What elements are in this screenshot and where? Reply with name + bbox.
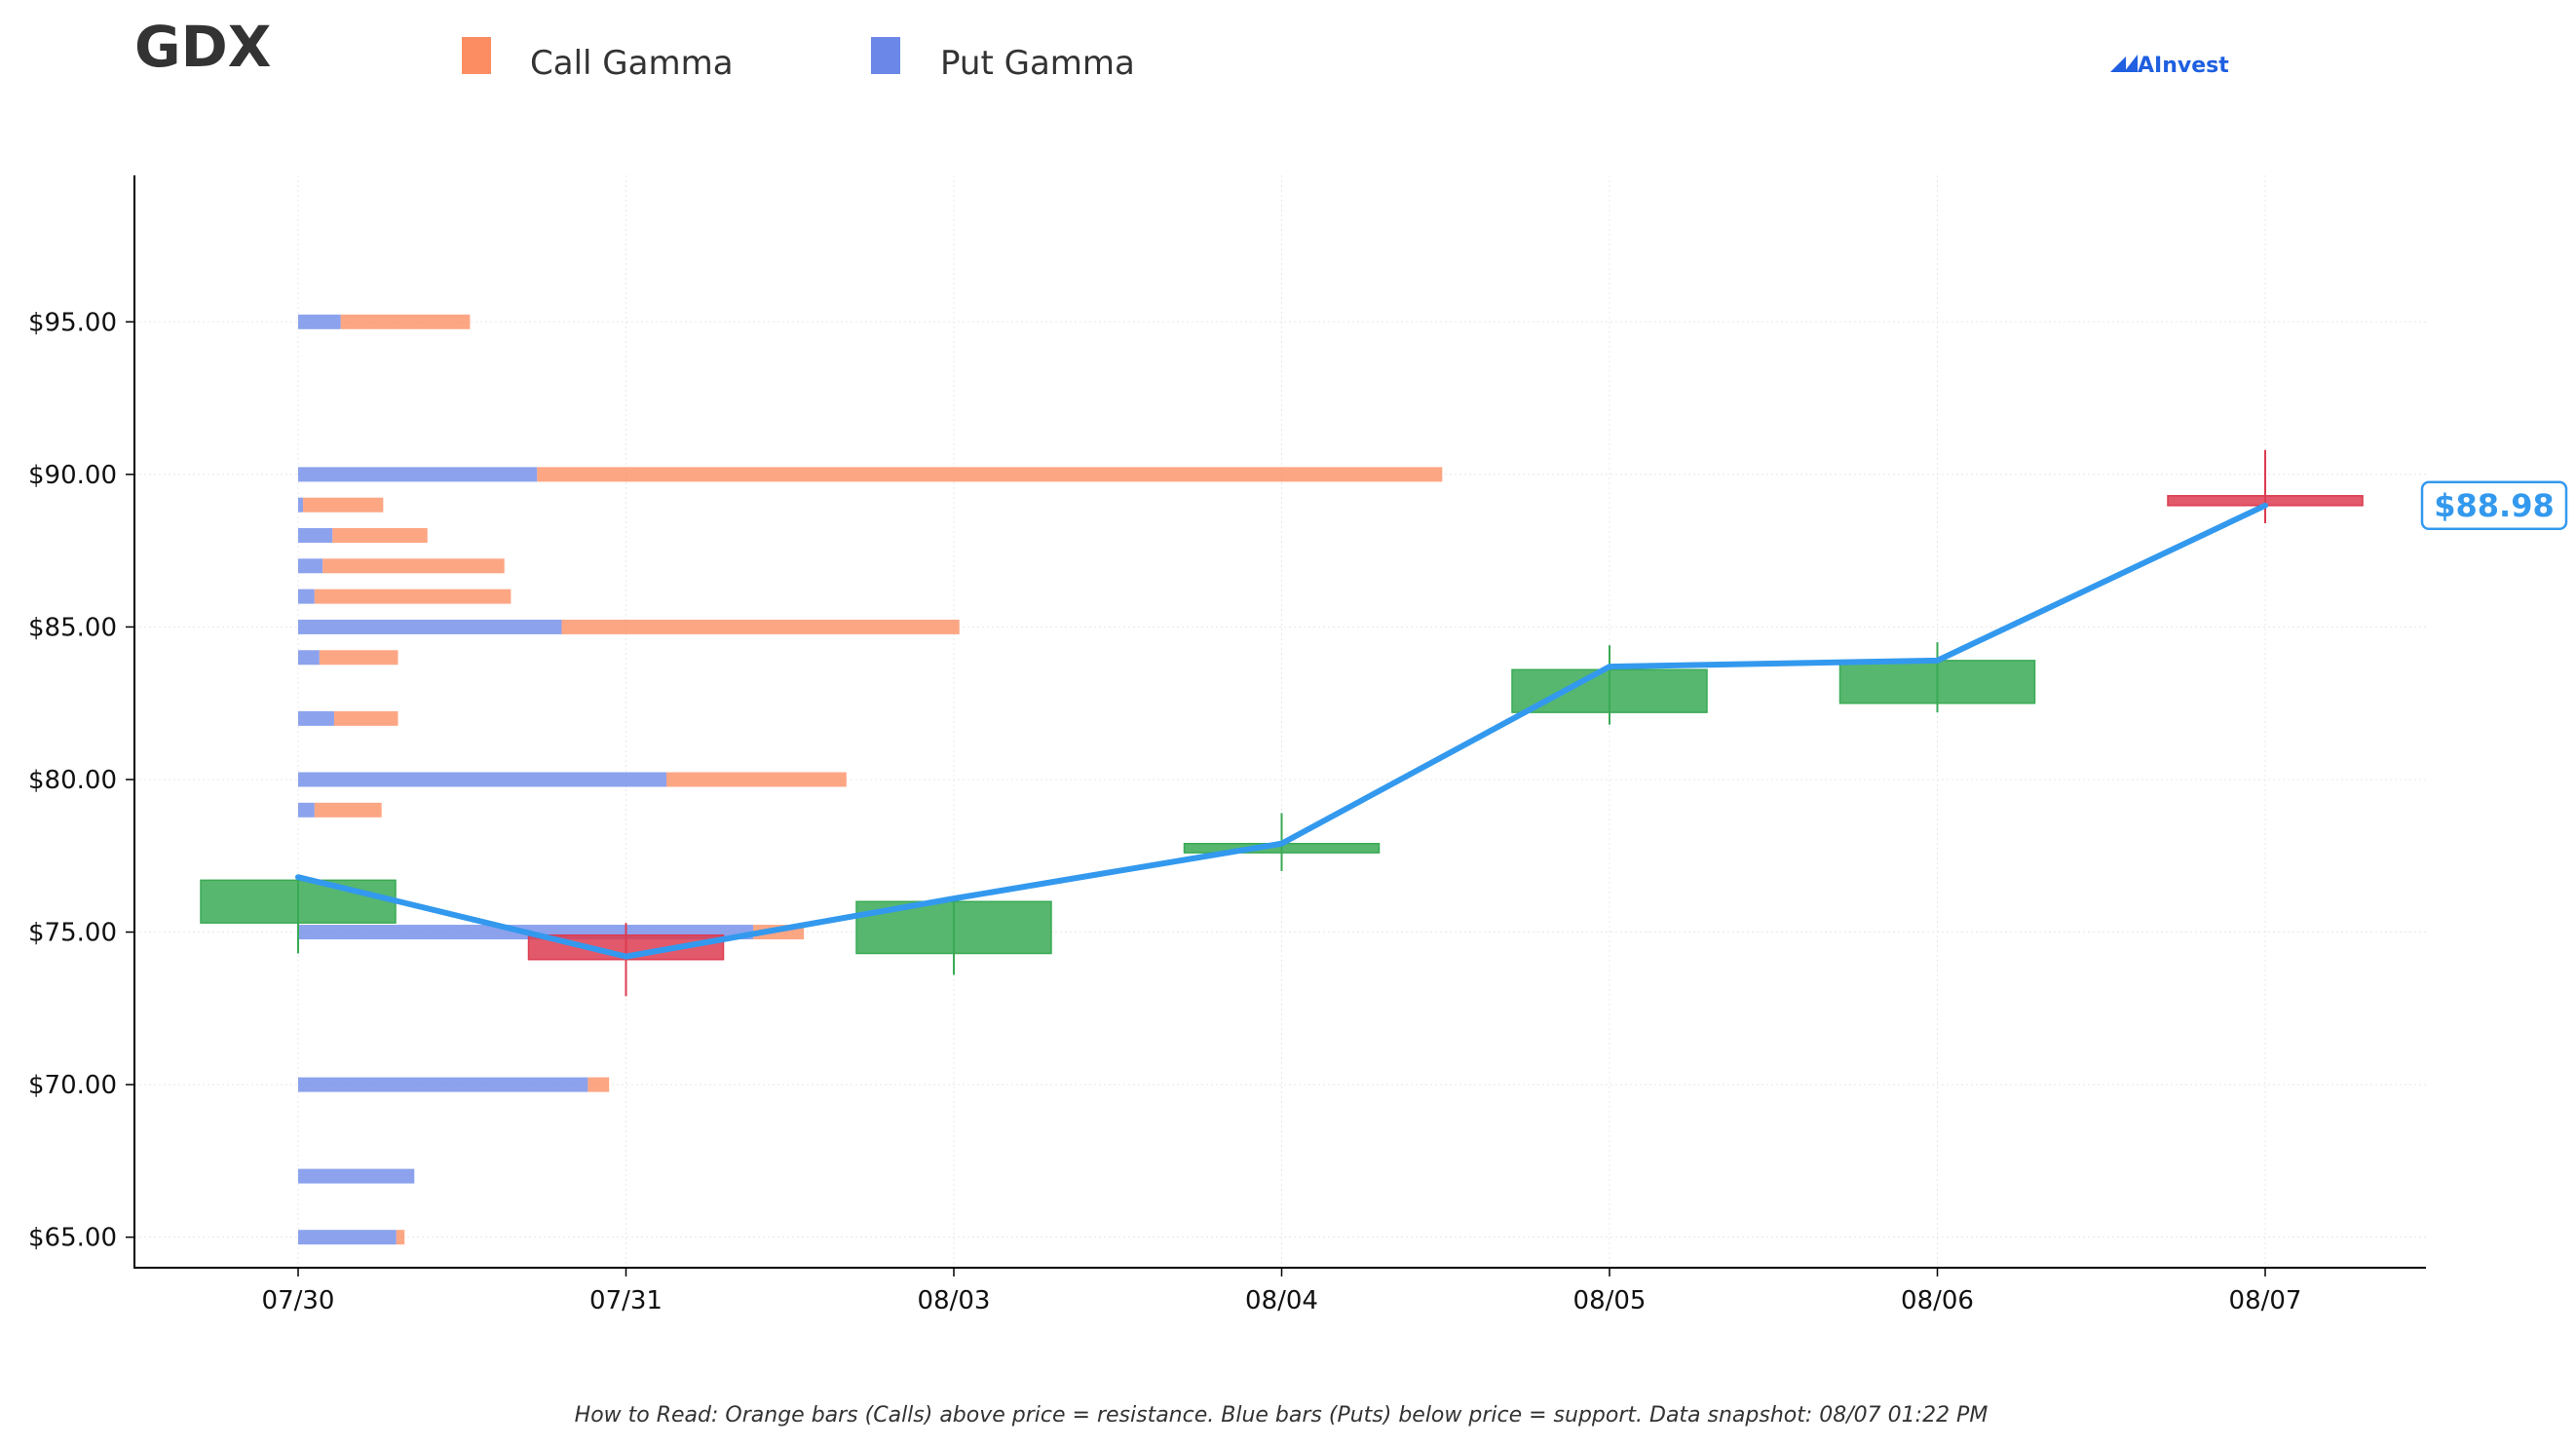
- put-gamma-bar: [298, 497, 304, 513]
- last-price-label: $88.98: [2434, 487, 2554, 524]
- gamma-bars: [298, 314, 1443, 1245]
- legend-call-label: Call Gamma: [530, 44, 734, 83]
- ainvest-logo-icon: [2110, 55, 2138, 72]
- how-to-read-footnote: How to Read: Orange bars (Calls) above p…: [575, 1403, 1989, 1428]
- call-gamma-bar: [332, 527, 428, 543]
- brand-name: AInvest: [2138, 54, 2229, 78]
- call-gamma-bar: [303, 497, 384, 513]
- price-line: [295, 502, 2268, 960]
- put-gamma-bar: [298, 802, 315, 818]
- y-tick-label: $95.00: [28, 308, 117, 337]
- call-gamma-bar: [319, 650, 398, 666]
- x-tick-label: 08/05: [1573, 1286, 1647, 1315]
- y-tick-label: $65.00: [28, 1224, 117, 1253]
- price-line-layer: [295, 502, 2268, 960]
- put-gamma-bar: [298, 589, 315, 604]
- axes: [133, 175, 2426, 1269]
- x-tick-label: 07/30: [262, 1286, 335, 1315]
- tick-labels: $65.00 $70.00 $75.00 $80.00 $85.00 $90.00 $95.…: [28, 308, 2301, 1315]
- x-tick-label: 07/31: [589, 1286, 663, 1315]
- put-gamma-bar: [298, 527, 333, 543]
- last-price-box: [2420, 480, 2568, 531]
- grid: [134, 175, 2426, 1268]
- y-tick-label: $75.00: [28, 919, 117, 948]
- legend-put-swatch: [871, 37, 900, 74]
- call-gamma-bar: [340, 314, 471, 329]
- y-tick-label: $70.00: [28, 1071, 117, 1100]
- put-gamma-bar: [298, 772, 666, 787]
- brand-logo: AInvest: [2110, 54, 2229, 78]
- put-gamma-bar: [298, 619, 562, 634]
- x-tick-label: 08/07: [2229, 1286, 2302, 1315]
- call-gamma-bar: [314, 802, 382, 818]
- candles: [200, 449, 2364, 997]
- chart-title: GDX: [134, 14, 271, 80]
- put-gamma-bar: [298, 1077, 588, 1092]
- call-gamma-bar: [587, 1077, 610, 1092]
- legend: Call Gamma Put Gamma: [462, 37, 1135, 83]
- x-tick-label: 08/06: [1901, 1286, 1974, 1315]
- call-gamma-bar: [537, 467, 1443, 482]
- put-gamma-bar: [298, 558, 323, 574]
- put-gamma-bar: [298, 1168, 415, 1184]
- put-gamma-bar: [298, 710, 334, 726]
- put-gamma-bar: [298, 650, 320, 666]
- x-tick-label: 08/04: [1245, 1286, 1318, 1315]
- legend-call-swatch: [462, 37, 491, 74]
- call-gamma-bar: [314, 589, 511, 604]
- call-gamma-bar: [396, 1230, 405, 1245]
- call-gamma-bar: [322, 558, 505, 574]
- call-gamma-bar: [666, 772, 847, 787]
- y-tick-label: $85.00: [28, 613, 117, 642]
- candle-body: [1838, 660, 2036, 704]
- x-tick-label: 08/03: [918, 1286, 991, 1315]
- put-gamma-bar: [298, 1230, 397, 1245]
- candle-body: [1511, 668, 1708, 713]
- candle-body: [200, 879, 397, 924]
- call-gamma-bar: [333, 710, 398, 726]
- call-gamma-bar: [561, 619, 960, 634]
- put-gamma-bar: [298, 467, 538, 482]
- put-gamma-bar: [298, 314, 341, 329]
- y-tick-label: $90.00: [28, 461, 117, 490]
- y-tick-label: $80.00: [28, 766, 117, 795]
- legend-put-label: Put Gamma: [940, 44, 1135, 83]
- last-price-tag: $88.98: [2420, 480, 2568, 531]
